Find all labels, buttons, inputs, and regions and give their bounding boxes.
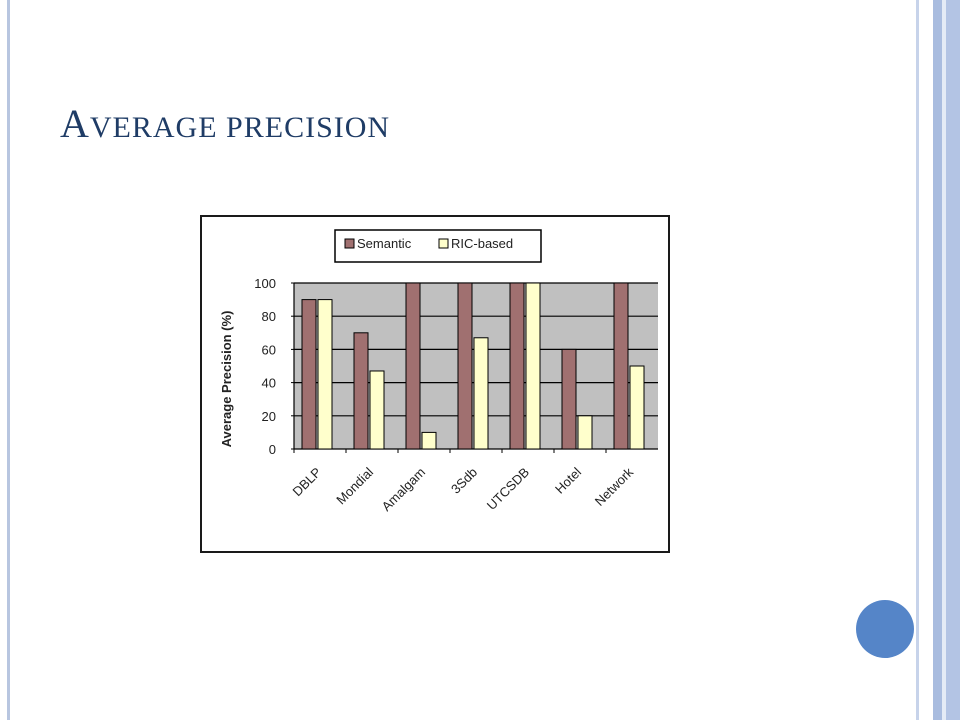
- chart-legend: Semantic RIC-based: [334, 229, 542, 263]
- y-tick-label: 0: [269, 442, 276, 457]
- right-decorative-bars: [916, 0, 960, 720]
- y-tick-label: 100: [254, 276, 276, 291]
- right-bar: [946, 0, 960, 720]
- bar-chart: Semantic RIC-based 0 20 40 60 80 100 DBLP Mondia…: [219, 229, 658, 514]
- x-tick-label: Hotel: [552, 464, 584, 496]
- chart-frame: Semantic RIC-based 0 20 40 60 80 100 DBLP Mondia…: [200, 215, 670, 553]
- bar-semantic: [457, 282, 473, 450]
- right-bar: [942, 0, 946, 720]
- right-bar: [916, 0, 919, 720]
- x-tick-label: Mondial: [333, 464, 376, 507]
- legend-label: RIC-based: [451, 236, 513, 251]
- slide-title-rest: VERAGE PRECISION: [89, 111, 391, 144]
- bar-ric-based: [369, 370, 385, 450]
- x-tick-label: Network: [592, 464, 637, 509]
- bar-semantic: [405, 282, 421, 450]
- bar-ric-based: [577, 415, 593, 450]
- bar-ric-based: [421, 431, 437, 450]
- x-tick-label: 3Sdb: [448, 465, 480, 497]
- decorative-circle: [856, 600, 914, 658]
- slide-title-initial: A: [60, 101, 90, 146]
- y-tick-label: 60: [262, 342, 276, 357]
- right-bar: [933, 0, 942, 720]
- x-tick-label: DBLP: [289, 465, 324, 500]
- legend-box: [334, 229, 542, 263]
- left-border-stripe: [0, 0, 10, 720]
- right-bar: [919, 0, 933, 720]
- bar-semantic: [301, 299, 317, 450]
- bar-ric-based: [473, 337, 489, 450]
- legend-swatch: [344, 238, 355, 249]
- x-tick-label: UTCSDB: [484, 465, 532, 513]
- bar-semantic: [561, 348, 577, 450]
- bar-ric-based: [317, 299, 333, 450]
- plot-area: 0 20 40 60 80 100 DBLP Mondial Amalgam 3Sdb UTCSDB…: [254, 276, 658, 514]
- legend-label: Semantic: [357, 236, 412, 251]
- y-tick-label: 20: [262, 409, 276, 424]
- y-tick-label: 40: [262, 376, 276, 391]
- bar-semantic: [613, 282, 629, 450]
- x-tick-label: Amalgam: [379, 465, 428, 514]
- y-axis-label: Average Precision (%): [219, 311, 234, 448]
- slide-title: AVERAGE PRECISION: [60, 100, 390, 147]
- bar-ric-based: [629, 365, 645, 450]
- y-tick-label: 80: [262, 309, 276, 324]
- bar-semantic: [509, 282, 525, 450]
- bar-ric-based: [525, 282, 541, 450]
- bar-semantic: [353, 332, 369, 450]
- legend-swatch: [438, 238, 449, 249]
